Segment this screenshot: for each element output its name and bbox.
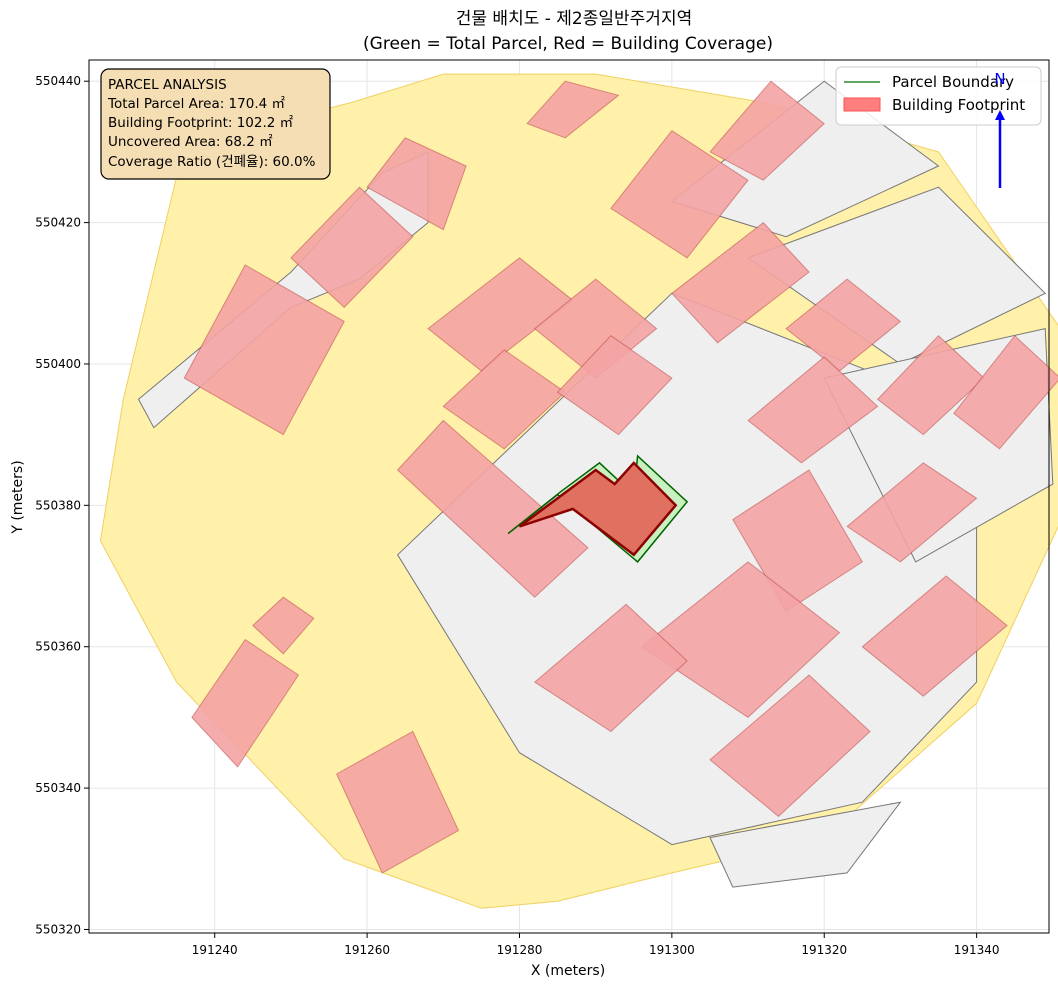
building-footprint xyxy=(191,638,300,768)
building-footprint xyxy=(396,419,589,598)
x-tick-label: 191240 xyxy=(192,943,238,957)
info-total-parcel-area: Total Parcel Area: 170.4 ㎡ xyxy=(107,96,285,112)
target-parcel xyxy=(507,454,689,563)
chart-title-line1: 건물 배치도 - 제2종일반주거지역 xyxy=(456,9,692,29)
info-building-footprint: Building Footprint: 102.2 ㎡ xyxy=(108,115,294,131)
parcel-block xyxy=(709,801,902,888)
y-tick-label: 550320 xyxy=(35,922,81,936)
info-uncovered-area: Uncovered Area: 68.2 ㎡ xyxy=(108,134,273,150)
info-coverage-ratio: Coverage Ratio (건폐율): 60.0% xyxy=(108,154,316,170)
building-footprint xyxy=(671,221,810,344)
building-footprint xyxy=(556,335,673,436)
building-footprint xyxy=(533,603,688,733)
x-tick-label: 191280 xyxy=(497,943,543,957)
x-tick-label: 191260 xyxy=(344,943,390,957)
x-axis-ticks: 191240 191260 191280 191300 191320 191340 xyxy=(192,933,1000,957)
x-tick-label: 191320 xyxy=(801,943,847,957)
building-footprint xyxy=(640,561,841,719)
building-footprint xyxy=(526,80,620,139)
legend-label-parcel-boundary: Parcel Boundary xyxy=(892,73,1014,91)
building-footprint xyxy=(183,264,345,436)
x-axis-label: X (meters) xyxy=(531,963,605,979)
building-footprint xyxy=(846,462,978,563)
building-footprint xyxy=(747,356,879,464)
building-footprint xyxy=(953,334,1058,450)
building-footprint xyxy=(861,575,1008,697)
x-tick-label: 191340 xyxy=(954,943,1000,957)
north-arrow-head-icon xyxy=(995,110,1005,120)
north-arrow: N xyxy=(994,70,1006,188)
info-box: PARCEL ANALYSIS Total Parcel Area: 170.4… xyxy=(100,68,331,180)
legend: Parcel Boundary Building Footprint xyxy=(835,66,1042,126)
y-axis-ticks: 550320 550340 550360 550380 550400 550420 5504… xyxy=(35,74,89,936)
y-tick-label: 550420 xyxy=(35,216,81,230)
legend-frame xyxy=(835,66,1042,126)
building-footprint xyxy=(335,730,460,874)
x-tick-label: 191300 xyxy=(649,943,695,957)
y-tick-label: 550380 xyxy=(35,498,81,512)
y-tick-label: 550360 xyxy=(35,640,81,654)
north-label: N xyxy=(994,70,1005,88)
chart-title-line2: (Green = Total Parcel, Red = Building Co… xyxy=(363,34,773,54)
target-building-footprint xyxy=(518,461,678,557)
legend-building-footprint-swatch xyxy=(843,97,881,112)
building-footprint xyxy=(709,80,825,181)
plot-area xyxy=(88,59,1058,934)
building-footprints xyxy=(183,80,1058,874)
y-tick-label: 550340 xyxy=(35,781,81,795)
info-box-background xyxy=(100,68,331,180)
legend-label-building-footprint: Building Footprint xyxy=(892,96,1025,114)
building-footprint xyxy=(610,130,749,259)
y-tick-label: 550400 xyxy=(35,357,81,371)
y-axis-label: Y (meters) xyxy=(10,460,26,534)
building-footprint xyxy=(290,186,414,309)
y-tick-label: 550440 xyxy=(35,74,81,88)
info-heading: PARCEL ANALYSIS xyxy=(108,77,227,93)
building-footprint xyxy=(709,674,871,818)
building-footprint xyxy=(785,278,902,372)
building-footprint xyxy=(366,137,467,231)
building-footprint xyxy=(252,596,315,655)
